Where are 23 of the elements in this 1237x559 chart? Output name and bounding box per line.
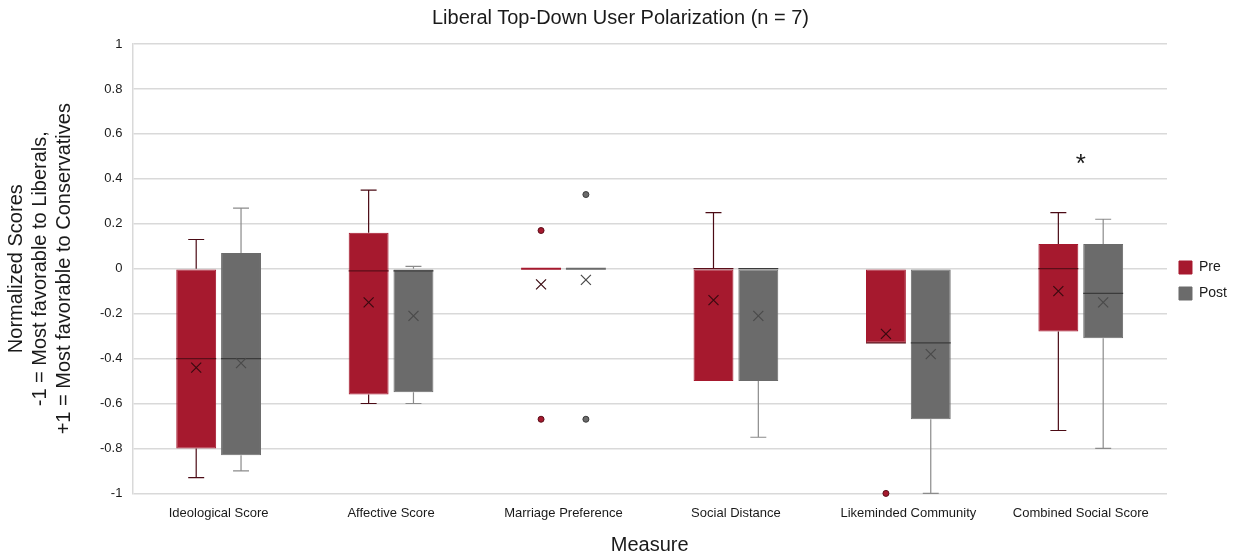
x-axis-title: Measure: [610, 532, 689, 555]
x-tick-label: Combined Social Score: [1012, 504, 1149, 520]
chart-title: Liberal Top-Down User Polarization (n = 7): [431, 5, 810, 28]
y-tick-label: 0: [115, 260, 123, 276]
x-tick-label: Affective Score: [347, 504, 435, 520]
x-tick-label: Ideological Score: [168, 504, 269, 520]
y-tick-label: -0.2: [99, 305, 123, 321]
y-tick-label: 0.2: [104, 215, 123, 231]
legend-label: Pre: [1198, 258, 1221, 275]
y-tick-label: 0.8: [104, 80, 123, 96]
y-tick-label: -0.6: [99, 395, 123, 411]
x-tick-label: Marriage Preference: [504, 504, 623, 520]
y-tick-label: 0.4: [104, 170, 123, 186]
annotation: *: [1075, 147, 1086, 178]
y-tick-label: -0.8: [99, 440, 123, 456]
y-tick-label: 1: [115, 35, 123, 51]
y-tick-label: -1: [110, 484, 123, 500]
x-tick-label: Likeminded Community: [840, 504, 977, 520]
x-tick-label: Social Distance: [691, 504, 781, 520]
y-axis-title: Normalized Scores -1 = Most favorable to Liberals, +1 = Most favorable to Conservatives: [3, 103, 74, 435]
y-tick-label: 0.6: [104, 125, 123, 141]
legend-label: Post: [1198, 284, 1228, 301]
y-tick-label: -0.4: [99, 350, 123, 366]
